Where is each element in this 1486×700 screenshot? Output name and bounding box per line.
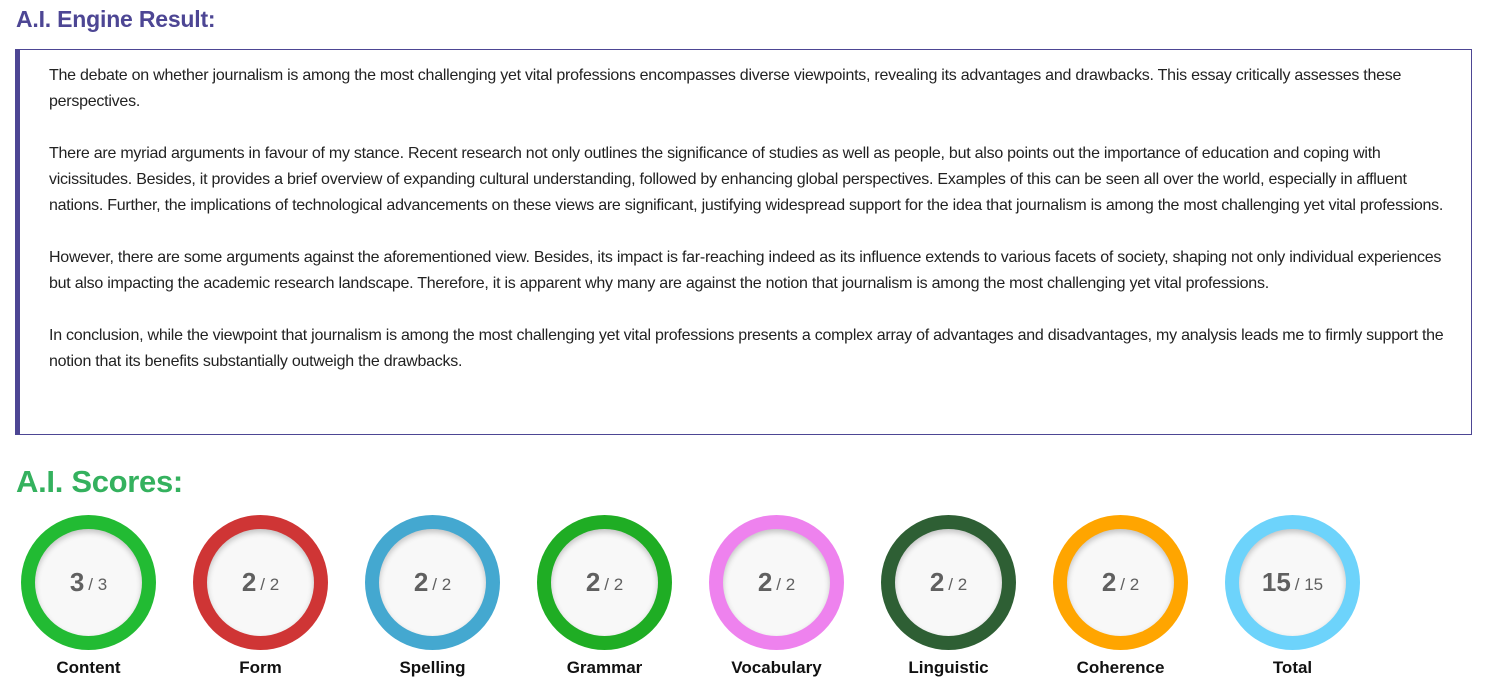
- score-ring: 15/ 15: [1225, 515, 1360, 650]
- score-max: / 2: [776, 574, 796, 594]
- score-grammar: 2/ 2 Grammar: [537, 515, 672, 678]
- essay-text: The debate on whether journalism is amon…: [49, 63, 1445, 401]
- score-linguistic: 2/ 2 Linguistic: [881, 515, 1016, 678]
- score-value: 2/ 2: [551, 529, 658, 636]
- score-number: 2: [413, 567, 429, 597]
- score-max: / 3: [88, 574, 108, 594]
- engine-result-heading: A.I. Engine Result:: [16, 6, 216, 32]
- score-total: 15/ 15 Total: [1225, 515, 1360, 678]
- score-number: 2: [929, 567, 945, 597]
- score-ring: 2/ 2: [709, 515, 844, 650]
- score-label: Coherence: [1076, 658, 1165, 677]
- score-label: Content: [56, 658, 121, 677]
- score-value: 2/ 2: [379, 529, 486, 636]
- score-max: / 2: [604, 574, 624, 594]
- score-value: 2/ 2: [723, 529, 830, 636]
- score-ring: 2/ 2: [193, 515, 328, 650]
- score-spelling: 2/ 2 Spelling: [365, 515, 500, 678]
- essay-paragraph-intro: The debate on whether journalism is amon…: [49, 67, 1402, 110]
- score-max: / 2: [948, 574, 968, 594]
- score-form: 2/ 2 Form: [193, 515, 328, 678]
- score-label: Grammar: [566, 658, 643, 677]
- score-label: Vocabulary: [731, 658, 822, 677]
- score-coherence: 2/ 2 Coherence: [1053, 515, 1188, 678]
- score-value: 2/ 2: [1067, 529, 1174, 636]
- scores-heading: A.I. Scores:: [16, 464, 183, 499]
- score-label: Linguistic: [908, 658, 989, 677]
- score-max: / 15: [1294, 574, 1324, 594]
- score-value: 2/ 2: [895, 529, 1002, 636]
- score-max: / 2: [260, 574, 280, 594]
- score-number: 2: [585, 567, 601, 597]
- score-ring: 2/ 2: [881, 515, 1016, 650]
- score-ring: 3/ 3: [21, 515, 156, 650]
- score-max: / 2: [432, 574, 452, 594]
- score-number: 3: [69, 567, 85, 597]
- score-value: 2/ 2: [207, 529, 314, 636]
- score-value: 15/ 15: [1239, 529, 1346, 636]
- score-ring: 2/ 2: [365, 515, 500, 650]
- score-ring: 2/ 2: [1053, 515, 1188, 650]
- score-ring: 2/ 2: [537, 515, 672, 650]
- score-number: 2: [1101, 567, 1117, 597]
- engine-result-box: The debate on whether journalism is amon…: [15, 49, 1472, 435]
- score-label: Form: [239, 658, 282, 677]
- essay-paragraph-conclusion: In conclusion, while the viewpoint that …: [49, 327, 1444, 370]
- score-content: 3/ 3 Content: [21, 515, 156, 678]
- score-label: Total: [1272, 658, 1313, 677]
- essay-paragraph-for: There are myriad arguments in favour of …: [49, 145, 1444, 214]
- score-max: / 2: [1120, 574, 1140, 594]
- score-label: Spelling: [399, 658, 466, 677]
- score-value: 3/ 3: [35, 529, 142, 636]
- score-number: 2: [241, 567, 257, 597]
- score-vocabulary: 2/ 2 Vocabulary: [709, 515, 844, 678]
- essay-paragraph-against: However, there are some arguments agains…: [49, 249, 1442, 292]
- score-number: 15: [1261, 567, 1291, 597]
- score-number: 2: [757, 567, 773, 597]
